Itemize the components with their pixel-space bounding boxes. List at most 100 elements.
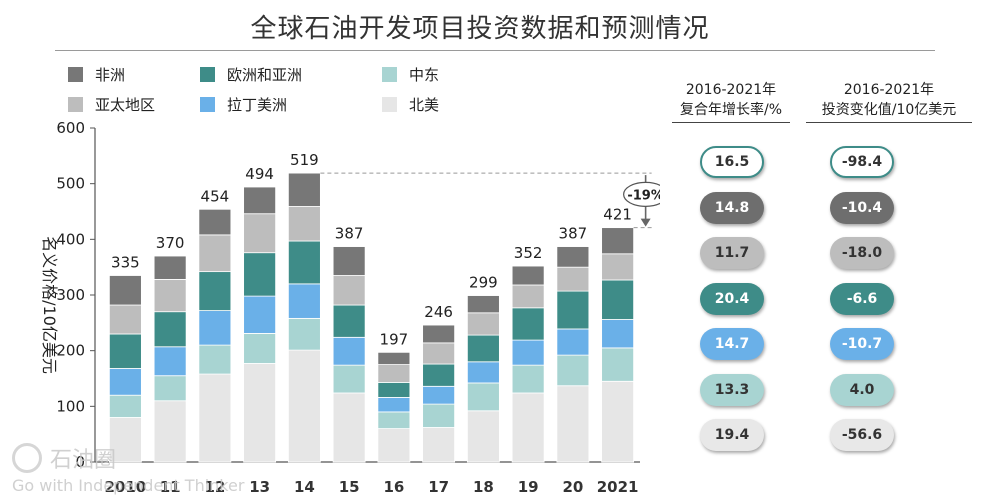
bar-segment	[422, 427, 456, 463]
cagr-pill: 13.3	[700, 373, 764, 406]
bar-segment	[377, 428, 411, 463]
bar-segment	[466, 312, 500, 336]
bar-total-label: 387	[559, 225, 588, 243]
bar-segment	[198, 310, 232, 346]
stacked-bar-chart: 0 100 200 300 400 500 600 名义价格/10亿美元 335 2010 370 1…	[40, 119, 660, 496]
change-pill: -18.0	[830, 237, 894, 269]
bar-segment	[243, 252, 277, 297]
bar-segment	[601, 279, 635, 320]
cagr-pill: 19.4	[700, 419, 764, 451]
bar-segment	[511, 392, 545, 463]
bar-total-label: 494	[245, 165, 274, 183]
x-tick-label: 15	[339, 478, 360, 496]
bar-segment	[243, 363, 277, 463]
y-tick-label: 200	[56, 342, 85, 360]
bar-segment	[153, 311, 187, 348]
legend-item: 中东	[382, 64, 439, 85]
bar-total-label: 519	[290, 151, 319, 169]
bar-segment	[556, 266, 590, 292]
cagr-pill: 11.7	[700, 237, 764, 269]
bar-segment	[153, 375, 187, 402]
legend-label: 亚太地区	[95, 96, 156, 114]
cagr-pill: 20.4	[700, 282, 764, 315]
annotation-label: -19%	[627, 188, 660, 203]
legend-swatch	[68, 67, 83, 82]
change-pill: 4.0	[830, 373, 894, 406]
bar-segment	[198, 208, 232, 236]
change-pill: -10.4	[830, 191, 894, 224]
bar-segment	[422, 363, 456, 387]
bar-segment	[422, 342, 456, 365]
legend-item: 拉丁美洲	[200, 94, 287, 115]
y-tick-label: 500	[56, 175, 85, 193]
x-tick-label: 2021	[597, 478, 639, 496]
legend-swatch	[200, 97, 215, 112]
bar-total-label: 197	[380, 330, 409, 348]
x-tick-label: 12	[204, 478, 225, 496]
watermark: 石油圈 Go with Independent Thinker	[12, 442, 244, 495]
change-pill: -56.6	[830, 419, 894, 451]
x-tick-label: 16	[383, 478, 404, 496]
x-tick-label: 11	[160, 478, 181, 496]
bar-segment	[466, 382, 500, 412]
bar-segment	[466, 410, 500, 463]
cagr-pill: 14.7	[700, 328, 764, 360]
bar-segment	[332, 275, 366, 306]
bar-segment	[243, 333, 277, 364]
legend-label: 北美	[409, 96, 440, 114]
bar-segment	[377, 351, 411, 365]
bar-segment	[198, 234, 232, 273]
bar-total-label: 246	[424, 303, 453, 321]
bar-segment	[243, 186, 277, 215]
x-tick-label: 17	[428, 478, 449, 496]
x-tick-label: 13	[249, 478, 270, 496]
annotation-badge	[623, 181, 660, 207]
legend-label: 非洲	[95, 66, 126, 84]
bar-segment	[153, 400, 187, 463]
bar-segment	[377, 381, 411, 398]
x-tick-label: 18	[473, 478, 494, 496]
bar-segment	[601, 227, 635, 255]
bar-segment	[287, 206, 321, 242]
bar-segment	[422, 385, 456, 405]
bar-segment	[332, 304, 366, 338]
bar-segment	[377, 364, 411, 383]
bar-segment	[511, 339, 545, 366]
legend-item: 亚太地区	[68, 94, 155, 115]
bar-segment	[153, 255, 187, 280]
bar-segment	[287, 349, 321, 463]
cagr-header: 2016-2021年 复合年增长率/%	[672, 80, 790, 123]
legend-swatch	[382, 97, 397, 112]
y-tick-label: 0	[75, 453, 85, 471]
legend-label: 中东	[409, 66, 440, 84]
legend-swatch	[382, 67, 397, 82]
bar-segment	[153, 279, 187, 313]
bar-segment	[466, 334, 500, 363]
bar-segment	[287, 240, 321, 285]
bar-segment	[108, 368, 142, 396]
bar-segment	[108, 275, 142, 306]
bar-segment	[198, 373, 232, 463]
legend-swatch	[200, 67, 215, 82]
chart-title: 全球石油开发项目投资数据和预测情况	[250, 14, 710, 44]
bar-segment	[198, 344, 232, 375]
bar-segment	[377, 397, 411, 413]
bar-segment	[108, 333, 142, 369]
bar-segment	[556, 385, 590, 463]
x-tick-label: 20	[562, 478, 583, 496]
y-tick-label: 400	[56, 230, 85, 248]
change-pill: -6.6	[830, 282, 894, 315]
legend-item: 非洲	[68, 64, 125, 85]
bar-total-label: 421	[603, 206, 632, 224]
bar-segment	[332, 364, 366, 394]
bar-segment	[243, 295, 277, 334]
change-header-line1: 2016-2021年	[843, 82, 935, 98]
bar-segment	[511, 265, 545, 286]
change-pill: -10.7	[830, 328, 894, 360]
bar-segment	[556, 290, 590, 330]
x-tick-label: 2010	[105, 478, 147, 496]
cagr-header-line1: 2016-2021年	[685, 82, 777, 98]
bar-total-label: 387	[335, 225, 364, 243]
bar-segment	[601, 380, 635, 463]
bar-segment	[287, 283, 321, 319]
